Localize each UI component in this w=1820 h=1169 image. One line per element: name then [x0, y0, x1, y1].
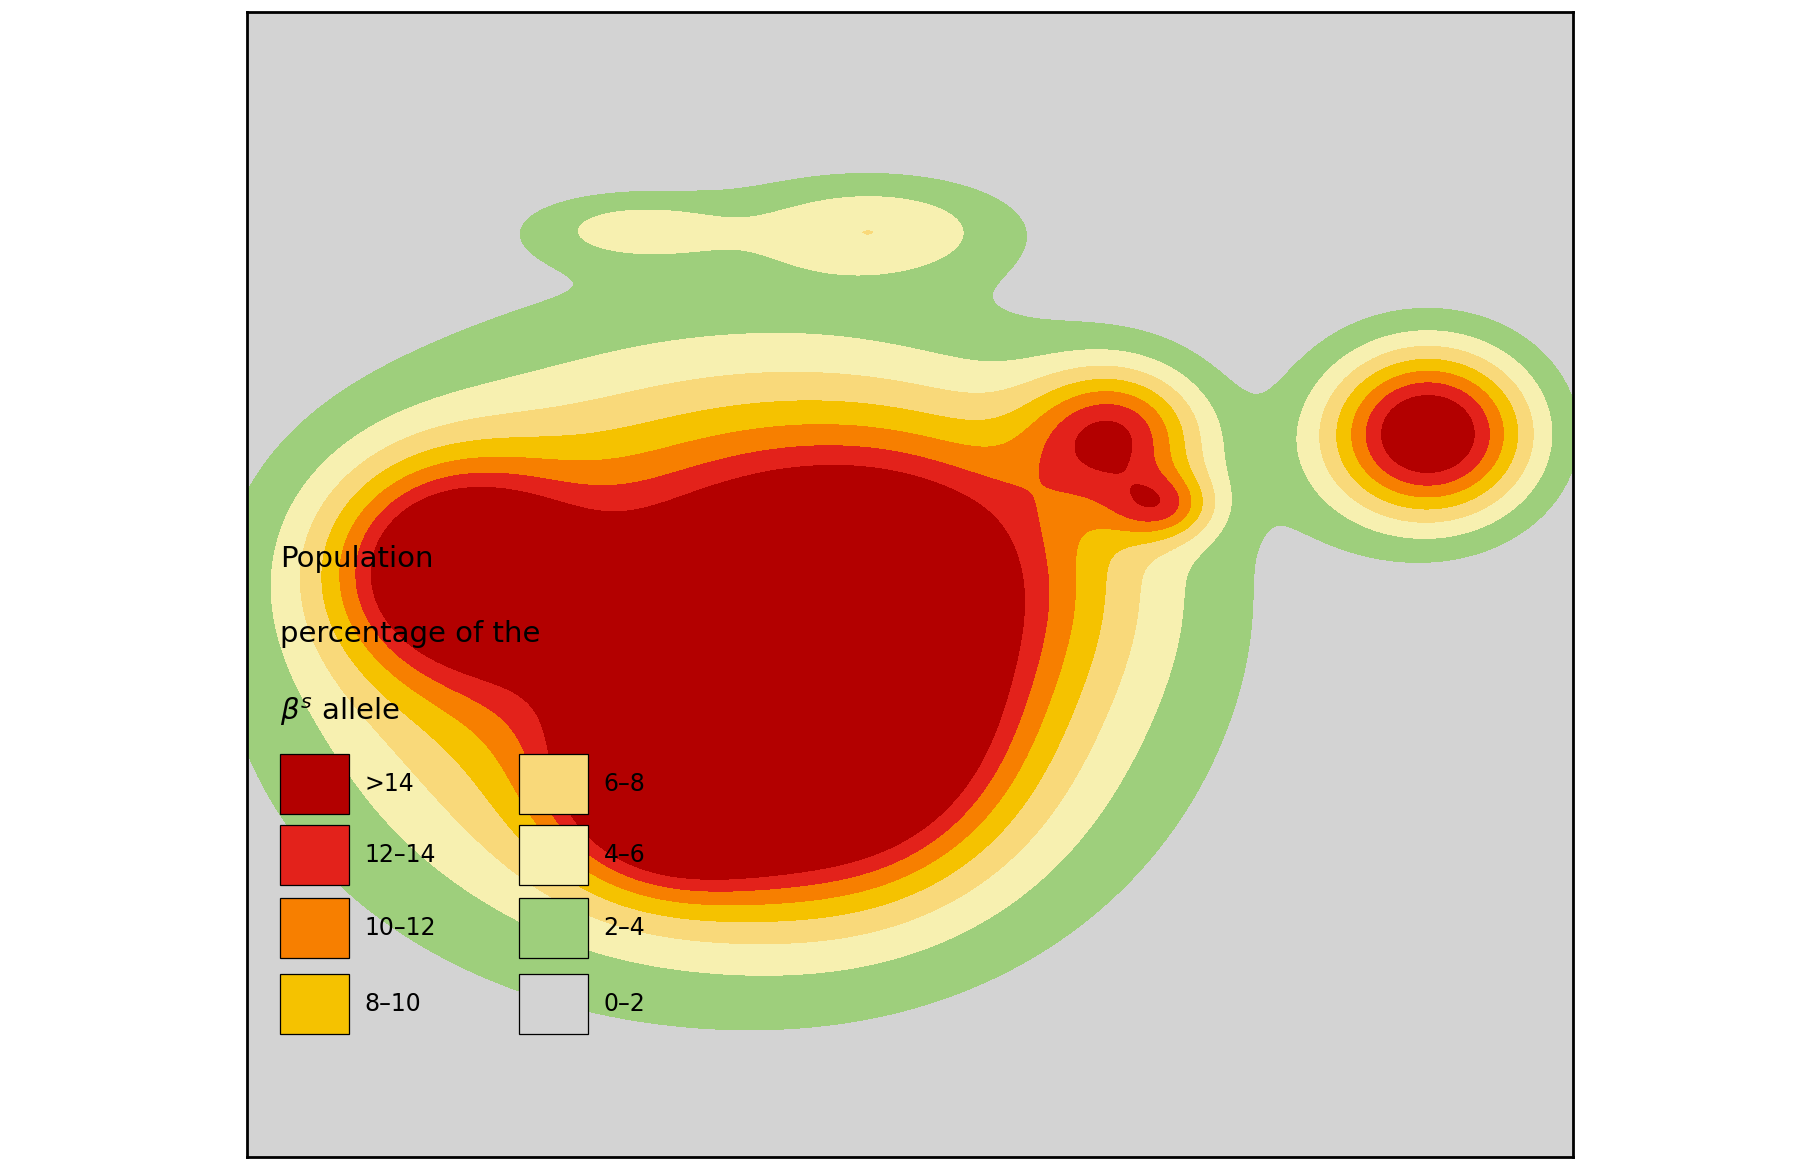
- Text: 2–4: 2–4: [604, 916, 646, 940]
- FancyBboxPatch shape: [280, 754, 349, 814]
- Text: 6–8: 6–8: [604, 772, 646, 796]
- FancyBboxPatch shape: [519, 899, 588, 957]
- Text: $\it{\beta}^s$ allele: $\it{\beta}^s$ allele: [280, 696, 400, 727]
- Text: 8–10: 8–10: [364, 991, 422, 1016]
- Text: 12–14: 12–14: [364, 843, 437, 867]
- Text: percentage of the: percentage of the: [280, 620, 541, 648]
- FancyBboxPatch shape: [280, 899, 349, 957]
- Text: 4–6: 4–6: [604, 843, 646, 867]
- Text: 10–12: 10–12: [364, 916, 437, 940]
- Text: 0–2: 0–2: [604, 991, 646, 1016]
- FancyBboxPatch shape: [519, 974, 588, 1033]
- Text: >14: >14: [364, 772, 415, 796]
- Text: Population: Population: [280, 545, 433, 573]
- FancyBboxPatch shape: [519, 754, 588, 814]
- FancyBboxPatch shape: [280, 974, 349, 1033]
- FancyBboxPatch shape: [519, 825, 588, 885]
- FancyBboxPatch shape: [280, 825, 349, 885]
